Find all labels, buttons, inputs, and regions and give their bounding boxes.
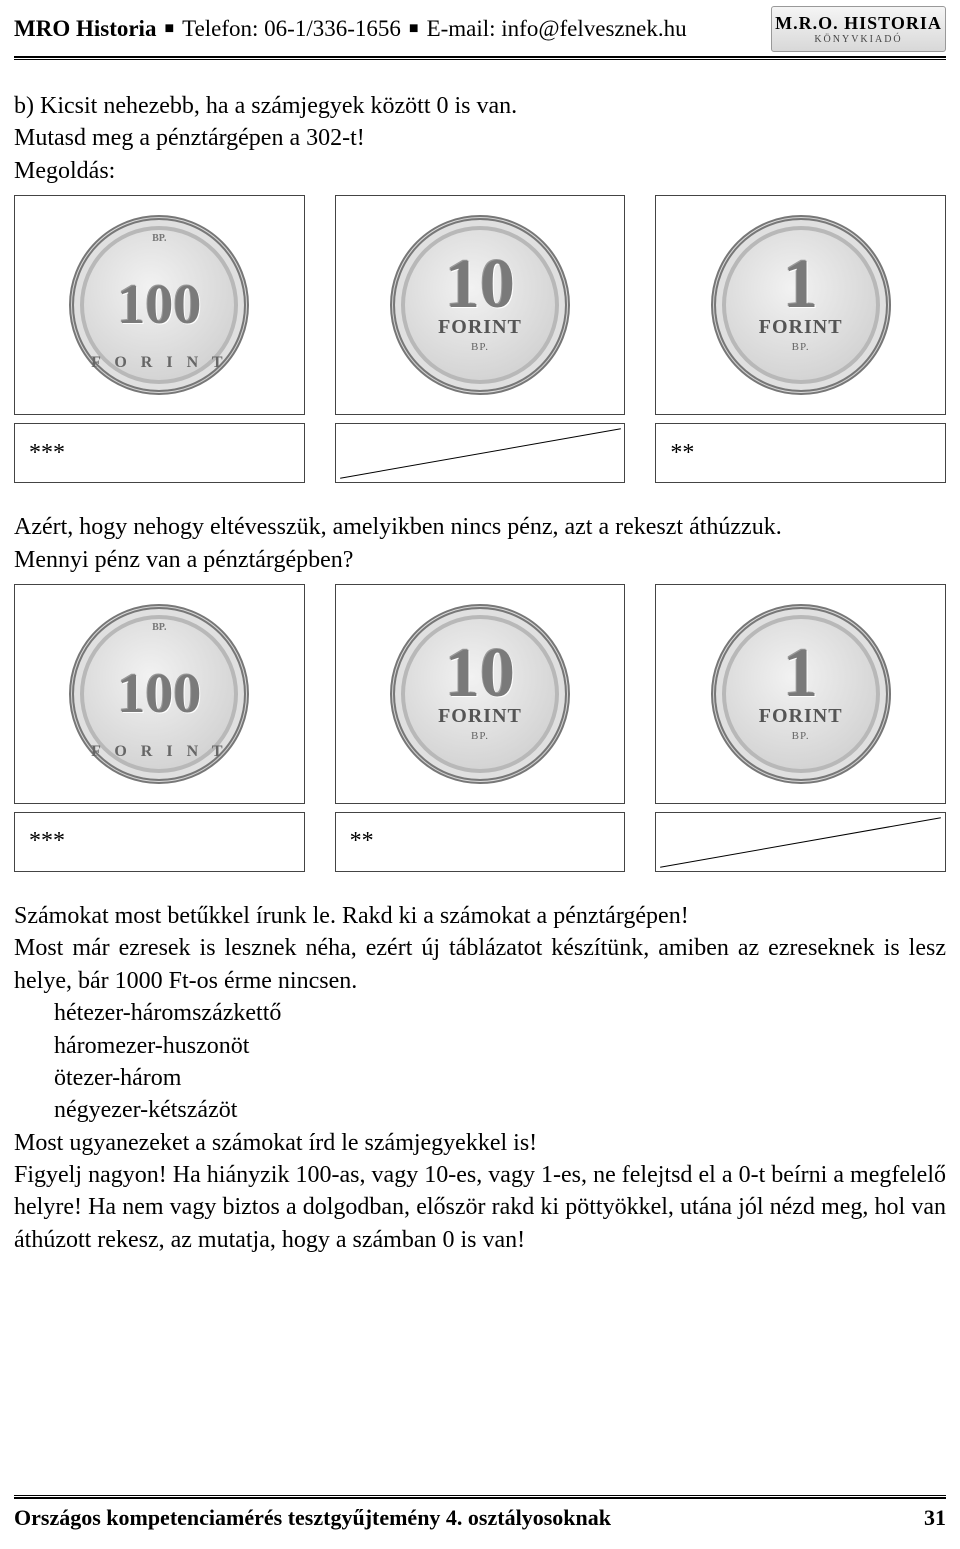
coin-row-2: BP. 100 F O R I N T 10 FORINT BP. 1 FORI… bbox=[14, 584, 946, 804]
brand-name: MRO Historia bbox=[14, 16, 156, 42]
coin-bp-label: BP. bbox=[471, 341, 489, 353]
star-value: ** bbox=[350, 828, 374, 855]
star-cell: *** bbox=[14, 423, 305, 483]
coin-1: 1 FORINT BP. bbox=[711, 604, 891, 784]
coin-forint-label: FORINT bbox=[759, 316, 843, 339]
bullet-icon: ■ bbox=[164, 20, 174, 38]
logo-bottom-text: KÖNYVKIADÓ bbox=[814, 34, 902, 45]
logo-top-text: M.R.O. HISTORIA bbox=[775, 13, 942, 34]
page-footer: Országos kompetenciamérés tesztgyűjtemén… bbox=[14, 1495, 946, 1531]
coin-bp-label: BP. bbox=[792, 341, 810, 353]
intro-line-1: b) Kicsit nehezebb, ha a számjegyek közö… bbox=[14, 90, 946, 122]
coin-value: 10 bbox=[445, 257, 515, 313]
coin-value: 100 bbox=[117, 672, 201, 717]
star-cell: ** bbox=[655, 423, 946, 483]
star-cell: ** bbox=[335, 812, 626, 872]
intro-line-3: Megoldás: bbox=[14, 155, 946, 187]
star-value: *** bbox=[29, 828, 65, 855]
footer-page-number: 31 bbox=[924, 1505, 946, 1531]
coin-bp-top: BP. bbox=[74, 622, 244, 633]
number-word-item: ötezer-három bbox=[14, 1062, 946, 1094]
coin-cell-1: 1 FORINT BP. bbox=[655, 195, 946, 415]
page-header: MRO Historia ■ Telefon: 06-1/336-1656 ■ … bbox=[0, 0, 960, 52]
coin-100: BP. 100 F O R I N T bbox=[69, 215, 249, 395]
bottom-line-2: Most már ezresek is lesznek néha, ezért … bbox=[14, 932, 946, 997]
phone-label: Telefon: 06-1/336-1656 bbox=[182, 16, 401, 42]
coin-bp-label: BP. bbox=[792, 730, 810, 742]
coin-forint-arc: F O R I N T bbox=[74, 743, 244, 761]
publisher-logo: M.R.O. HISTORIA KÖNYVKIADÓ bbox=[771, 6, 946, 52]
coin-10: 10 FORINT BP. bbox=[390, 604, 570, 784]
coin-100: BP. 100 F O R I N T bbox=[69, 604, 249, 784]
mid-line-2: Mennyi pénz van a pénztárgépben? bbox=[14, 544, 946, 576]
footer-title: Országos kompetenciamérés tesztgyűjtemén… bbox=[14, 1505, 611, 1531]
header-rule-thick bbox=[14, 56, 946, 58]
number-word-item: háromezer-huszonöt bbox=[14, 1030, 946, 1062]
intro-line-2: Mutasd meg a pénztárgépen a 302-t! bbox=[14, 122, 946, 154]
coin-value: 10 bbox=[445, 646, 515, 702]
star-cell: *** bbox=[14, 812, 305, 872]
footer-rule-thin bbox=[14, 1495, 946, 1496]
coin-cell-100: BP. 100 F O R I N T bbox=[14, 584, 305, 804]
coin-value: 1 bbox=[783, 257, 818, 313]
bottom-line-4: Figyelj nagyon! Ha hiányzik 100-as, vagy… bbox=[14, 1159, 946, 1256]
coin-1: 1 FORINT BP. bbox=[711, 215, 891, 395]
coin-row-1: BP. 100 F O R I N T 10 FORINT BP. 1 FORI… bbox=[14, 195, 946, 415]
coin-forint-label: FORINT bbox=[759, 705, 843, 728]
coin-value: 100 bbox=[117, 283, 201, 328]
star-value: ** bbox=[670, 440, 694, 467]
bottom-line-1: Számokat most betűkkel írunk le. Rakd ki… bbox=[14, 900, 946, 932]
coin-10: 10 FORINT BP. bbox=[390, 215, 570, 395]
star-row-b: *** ** bbox=[14, 812, 946, 872]
email-label: E-mail: info@felvesznek.hu bbox=[427, 16, 687, 42]
star-row-a: *** ** bbox=[14, 423, 946, 483]
mid-line-1: Azért, hogy nehogy eltévesszük, amelyikb… bbox=[14, 511, 946, 543]
coin-bp-top: BP. bbox=[74, 233, 244, 244]
header-contact: MRO Historia ■ Telefon: 06-1/336-1656 ■ … bbox=[14, 16, 687, 42]
coin-forint-label: FORINT bbox=[438, 316, 522, 339]
star-value: *** bbox=[29, 440, 65, 467]
footer-rule-thick bbox=[14, 1497, 946, 1499]
coin-cell-10: 10 FORINT BP. bbox=[335, 584, 626, 804]
bullet-icon: ■ bbox=[409, 20, 419, 38]
bottom-line-3: Most ugyanezeket a számokat írd le számj… bbox=[14, 1127, 946, 1159]
star-cell-slashed bbox=[655, 812, 946, 872]
coin-cell-100: BP. 100 F O R I N T bbox=[14, 195, 305, 415]
star-cell-slashed bbox=[335, 423, 626, 483]
coin-bp-label: BP. bbox=[471, 730, 489, 742]
coin-forint-label: FORINT bbox=[438, 705, 522, 728]
coin-cell-10: 10 FORINT BP. bbox=[335, 195, 626, 415]
page-content: b) Kicsit nehezebb, ha a számjegyek közö… bbox=[0, 60, 960, 1256]
coin-cell-1: 1 FORINT BP. bbox=[655, 584, 946, 804]
number-word-item: hétezer-háromszázkettő bbox=[14, 997, 946, 1029]
coin-forint-arc: F O R I N T bbox=[74, 354, 244, 372]
number-word-item: négyezer-kétszázöt bbox=[14, 1094, 946, 1126]
coin-value: 1 bbox=[783, 646, 818, 702]
